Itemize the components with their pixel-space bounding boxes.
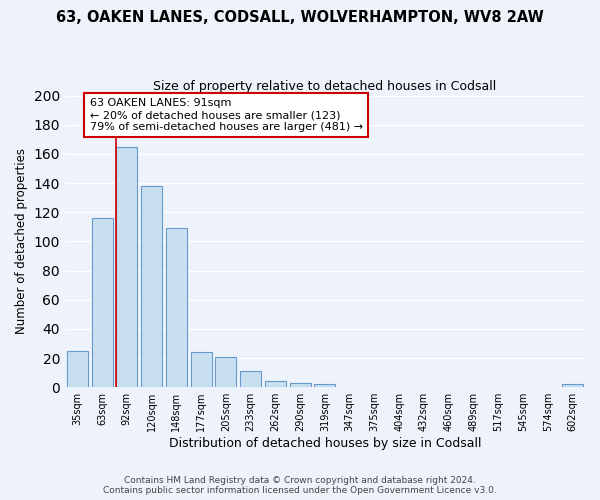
Bar [67,351,88,387]
Bar [314,384,335,387]
Bar [215,356,236,387]
Bar [562,384,583,387]
Title: Size of property relative to detached houses in Codsall: Size of property relative to detached ho… [154,80,497,93]
Text: 63 OAKEN LANES: 91sqm
← 20% of detached houses are smaller (123)
79% of semi-det: 63 OAKEN LANES: 91sqm ← 20% of detached … [89,98,363,132]
Bar [116,146,137,387]
Bar [265,382,286,387]
Text: 63, OAKEN LANES, CODSALL, WOLVERHAMPTON, WV8 2AW: 63, OAKEN LANES, CODSALL, WOLVERHAMPTON,… [56,10,544,25]
X-axis label: Distribution of detached houses by size in Codsall: Distribution of detached houses by size … [169,437,481,450]
Bar [141,186,162,387]
Bar [240,371,261,387]
Bar [290,383,311,387]
Y-axis label: Number of detached properties: Number of detached properties [15,148,28,334]
Bar [166,228,187,387]
Text: Contains HM Land Registry data © Crown copyright and database right 2024.
Contai: Contains HM Land Registry data © Crown c… [103,476,497,495]
Bar [92,218,113,387]
Bar [191,352,212,387]
